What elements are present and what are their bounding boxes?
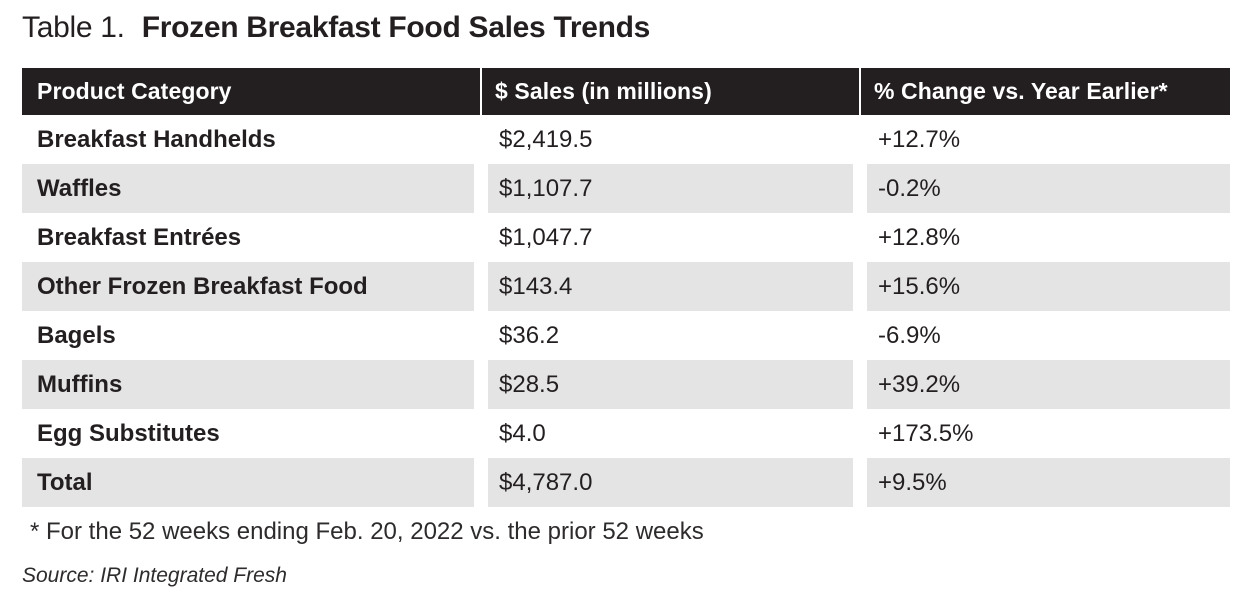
- column-header-change: % Change vs. Year Earlier*: [859, 68, 1230, 115]
- cell-change: +39.2%: [867, 360, 1230, 409]
- table-row-breakfast-handhelds: Breakfast Handhelds $2,419.5 +12.7%: [22, 115, 1230, 164]
- cell-category: Egg Substitutes: [37, 419, 220, 447]
- cell-change: +15.6%: [867, 262, 1230, 311]
- column-header-sales: $ Sales (in millions): [480, 68, 859, 115]
- cell-sales: $1,107.7: [488, 164, 853, 213]
- cell-change: -6.9%: [878, 321, 941, 349]
- source-credit: Source: IRI Integrated Fresh: [22, 564, 287, 587]
- cell-category: Total: [22, 458, 474, 507]
- cell-sales: $1,047.7: [499, 223, 593, 251]
- cell-sales: $36.2: [499, 321, 560, 349]
- cell-sales: $2,419.5: [499, 125, 593, 153]
- cell-sales: $143.4: [488, 262, 853, 311]
- cell-change: +173.5%: [878, 419, 974, 447]
- cell-category: Waffles: [22, 164, 474, 213]
- table-row-breakfast-entrees: Breakfast Entrées $1,047.7 +12.8%: [22, 213, 1230, 262]
- table-title-text: Frozen Breakfast Food Sales Trends: [141, 11, 651, 44]
- cell-sales: $4,787.0: [488, 458, 853, 507]
- table-row-bagels: Bagels $36.2 -6.9%: [22, 311, 1230, 360]
- cell-change: +12.7%: [878, 125, 961, 153]
- cell-category: Muffins: [22, 360, 474, 409]
- table-row-muffins: Muffins $28.5 +39.2%: [22, 360, 1230, 409]
- column-header-product-category: Product Category: [37, 78, 232, 104]
- table-number-label: Table 1.: [22, 11, 125, 44]
- cell-change: +12.8%: [878, 223, 961, 251]
- cell-sales: $28.5: [488, 360, 853, 409]
- table-header-row: Product Category $ Sales (in millions) %…: [22, 68, 1230, 115]
- cell-category: Breakfast Entrées: [37, 223, 242, 251]
- cell-change: -0.2%: [867, 164, 1230, 213]
- table-row-total: Total $4,787.0 +9.5%: [22, 458, 1230, 507]
- table-row-egg-substitutes: Egg Substitutes $4.0 +173.5%: [22, 409, 1230, 458]
- cell-sales: $4.0: [499, 419, 546, 447]
- footnote: * For the 52 weeks ending Feb. 20, 2022 …: [30, 518, 704, 545]
- table-row-waffles: Waffles $1,107.7 -0.2%: [22, 164, 1230, 213]
- cell-category: Breakfast Handhelds: [37, 125, 276, 153]
- frozen-breakfast-sales-table: Product Category $ Sales (in millions) %…: [22, 68, 1230, 507]
- page-title: Table 1. Frozen Breakfast Food Sales Tre…: [22, 8, 650, 48]
- table-row-other-frozen-breakfast-food: Other Frozen Breakfast Food $143.4 +15.6…: [22, 262, 1230, 311]
- cell-change: +9.5%: [867, 458, 1230, 507]
- cell-category: Bagels: [37, 321, 116, 349]
- cell-category: Other Frozen Breakfast Food: [22, 262, 474, 311]
